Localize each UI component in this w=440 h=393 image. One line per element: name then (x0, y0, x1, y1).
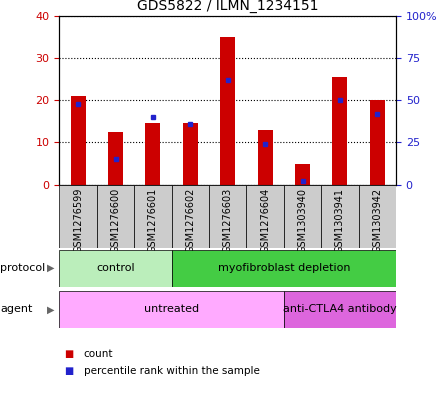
Text: agent: agent (0, 305, 33, 314)
Title: GDS5822 / ILMN_1234151: GDS5822 / ILMN_1234151 (137, 0, 319, 13)
Text: percentile rank within the sample: percentile rank within the sample (84, 366, 260, 376)
Bar (59, 291, 284, 328)
Bar (209, 185, 246, 248)
Text: myofibroblast depletion: myofibroblast depletion (217, 263, 350, 273)
Bar (370, 100, 385, 185)
Text: ■: ■ (64, 366, 73, 376)
Bar (220, 37, 235, 185)
Text: GSM1276600: GSM1276600 (110, 188, 121, 253)
Text: GSM1276602: GSM1276602 (185, 188, 195, 253)
Bar (284, 185, 321, 248)
Bar (172, 250, 396, 287)
Bar (333, 77, 348, 185)
Bar (145, 123, 161, 185)
Bar (59, 185, 97, 248)
Text: GSM1276601: GSM1276601 (148, 188, 158, 253)
Text: GSM1303940: GSM1303940 (297, 188, 308, 253)
Text: GSM1303942: GSM1303942 (372, 188, 382, 253)
Bar (359, 185, 396, 248)
Text: control: control (96, 263, 135, 273)
Text: untreated: untreated (144, 305, 199, 314)
Bar (172, 185, 209, 248)
Bar (246, 185, 284, 248)
Bar (295, 163, 310, 185)
Text: protocol: protocol (0, 263, 46, 273)
Text: GSM1276604: GSM1276604 (260, 188, 270, 253)
Bar (97, 185, 134, 248)
Text: GSM1303941: GSM1303941 (335, 188, 345, 253)
Bar (70, 96, 85, 185)
Text: ▶: ▶ (47, 305, 55, 314)
Text: ▶: ▶ (47, 263, 55, 273)
Bar (258, 130, 273, 185)
Text: ■: ■ (64, 349, 73, 359)
Bar (134, 185, 172, 248)
Bar (108, 132, 123, 185)
Text: GSM1276603: GSM1276603 (223, 188, 233, 253)
Text: count: count (84, 349, 113, 359)
Bar (59, 250, 172, 287)
Bar (321, 185, 359, 248)
Bar (284, 291, 396, 328)
Bar (183, 123, 198, 185)
Text: anti-CTLA4 antibody: anti-CTLA4 antibody (283, 305, 397, 314)
Text: GSM1276599: GSM1276599 (73, 188, 83, 253)
